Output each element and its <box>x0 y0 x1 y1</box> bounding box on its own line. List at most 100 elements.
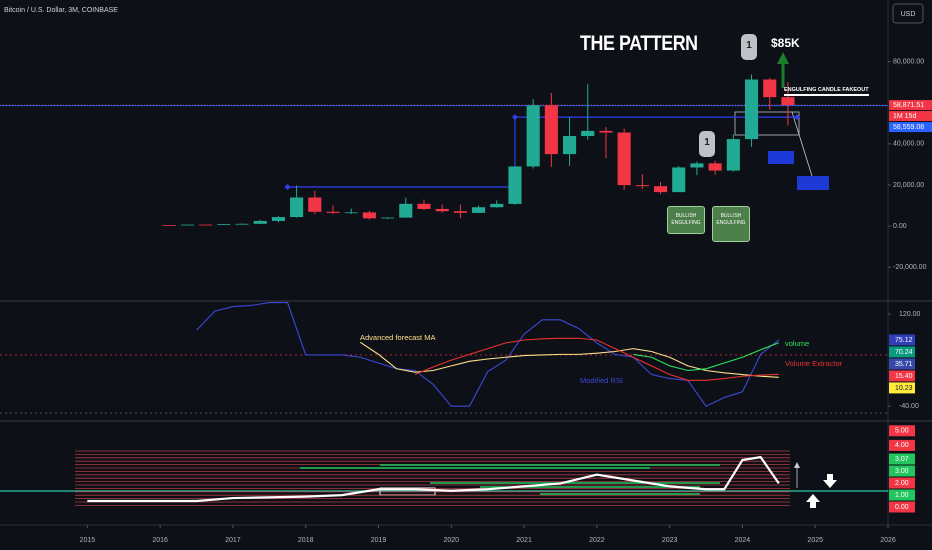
x-tick-label: 2020 <box>443 537 459 544</box>
candle-body <box>653 186 668 193</box>
annotation-title: THE PATTERN <box>580 32 698 55</box>
series-line <box>414 337 779 381</box>
value-label-bg <box>889 477 915 489</box>
value-label-bg <box>889 465 915 477</box>
series-line <box>633 342 780 372</box>
candle-body <box>563 136 577 155</box>
series-line <box>359 341 779 378</box>
candle-body <box>199 224 213 226</box>
price-label: 58,871.51 <box>893 102 924 109</box>
candle-body <box>763 79 777 98</box>
price-label: 58,559.08 <box>893 124 924 131</box>
value-label-bg <box>889 489 915 501</box>
value-label: 3.00 <box>895 468 909 475</box>
highlight-box <box>734 111 800 136</box>
annotation-pin: 1 <box>741 34 757 60</box>
value-label-bg <box>889 346 915 358</box>
candle-body <box>180 224 194 226</box>
candle-body <box>635 185 649 187</box>
value-label: 5.00 <box>895 428 909 435</box>
note-box <box>797 176 829 190</box>
down-arrow <box>823 474 837 488</box>
x-tick-label: 2017 <box>225 537 241 544</box>
value-label-bg <box>889 453 915 465</box>
up-arrow <box>806 494 820 508</box>
candle-body <box>271 217 285 221</box>
candle-body <box>417 203 431 209</box>
chart-title: Bitcoin / U.S. Dollar, 3M, COINBASE <box>4 7 118 14</box>
price-label-bg <box>889 122 932 133</box>
candle-body <box>326 211 340 213</box>
candle-body <box>235 223 249 225</box>
candle-body <box>617 132 631 186</box>
x-tick-label: 2026 <box>880 537 896 544</box>
price-label-bg <box>889 100 932 111</box>
annotation-callout: BULLISH ENGULFING <box>667 206 705 234</box>
candle-body <box>508 166 522 204</box>
series-name: Volume Extractor <box>785 359 843 368</box>
value-label-bg <box>889 501 915 513</box>
value-label: 1.00 <box>895 492 909 499</box>
y-tick-label: 40,000.00 <box>893 141 924 148</box>
value-label-bg <box>889 358 915 370</box>
candle-body <box>253 220 267 224</box>
value-label: 35.71 <box>895 361 913 368</box>
x-tick-label: 2015 <box>80 537 96 544</box>
value-label: 15.40 <box>895 373 913 380</box>
candle-body <box>453 211 467 213</box>
y-tick-label: -40.00 <box>899 403 919 410</box>
candle-body <box>708 163 722 171</box>
level-point <box>511 114 518 121</box>
connector <box>791 111 813 177</box>
value-label: 0.00 <box>895 504 909 511</box>
x-tick-label: 2018 <box>298 537 314 544</box>
candle-body <box>781 97 795 106</box>
y-tick-label: 20,000.00 <box>893 182 924 189</box>
candle-body <box>726 139 740 171</box>
x-tick-label: 2024 <box>735 537 751 544</box>
value-label-bg <box>889 425 915 437</box>
arrow-head <box>794 462 800 468</box>
currency-button[interactable] <box>892 3 924 24</box>
candle-body <box>290 197 304 218</box>
value-label-bg <box>889 439 915 451</box>
candle-body <box>399 203 413 218</box>
candle-body <box>744 79 759 140</box>
currency-label[interactable]: USD <box>901 11 916 18</box>
value-label: 10.23 <box>895 385 913 392</box>
series-line <box>87 455 780 503</box>
countdown: 1M 15d <box>893 113 916 120</box>
candle-body <box>599 130 613 133</box>
x-tick-label: 2025 <box>807 537 823 544</box>
x-tick-label: 2022 <box>589 537 605 544</box>
candle-body <box>472 207 486 213</box>
annotation-callout: BULLISH ENGULFING <box>712 206 750 242</box>
y-tick-label: 80,000.00 <box>893 58 924 65</box>
candle-body <box>308 197 322 212</box>
candle-body <box>435 208 449 212</box>
candle-body <box>490 203 504 208</box>
value-label-bg <box>889 334 915 346</box>
stripes <box>75 450 790 506</box>
candle-body <box>690 163 704 168</box>
series-name: Advanced forecast MA <box>360 333 435 342</box>
level-line <box>287 116 798 188</box>
y-tick-label: -20,000.00 <box>893 264 927 271</box>
candle-body <box>344 212 358 214</box>
candle-body <box>672 167 686 193</box>
annotation-pin: 1 <box>699 131 715 157</box>
value-label: 2.00 <box>895 480 909 487</box>
level-point <box>284 183 291 190</box>
value-label: 4.00 <box>895 442 909 449</box>
series-line <box>196 302 780 407</box>
value-label: 75.12 <box>895 337 913 344</box>
series-name: Modified RSI <box>580 376 623 385</box>
countdown-bg <box>889 111 932 122</box>
value-label: 70.24 <box>895 349 913 356</box>
annotation-note: ENGULFING CANDLE FAKEOUT <box>784 87 869 96</box>
candle-body <box>581 130 595 137</box>
x-tick-label: 2021 <box>516 537 532 544</box>
